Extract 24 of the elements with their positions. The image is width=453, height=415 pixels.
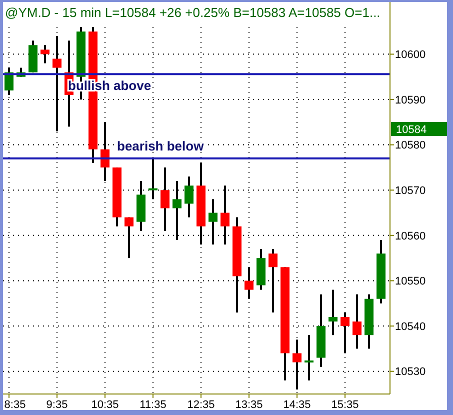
chart-title: @YM.D - 15 min L=10584 +26 +0.25% B=10583 A=10585 O=1... bbox=[5, 5, 380, 20]
x-tick-label: 8:35 bbox=[4, 399, 26, 411]
candlestick bbox=[304, 334, 314, 382]
x-tick-label: 9:35 bbox=[46, 399, 68, 411]
x-tick-label: 10:35 bbox=[91, 399, 119, 411]
y-tick-label: 10560 bbox=[395, 230, 426, 242]
y-tick-label: 10530 bbox=[395, 366, 426, 378]
y-tick-label: 10550 bbox=[395, 276, 426, 288]
candlestick bbox=[124, 216, 134, 260]
x-tick-label: 11:35 bbox=[140, 399, 166, 411]
x-tick-label: 12:35 bbox=[187, 399, 215, 411]
ref-line-label: bearish below bbox=[117, 138, 205, 154]
y-tick-label: 10570 bbox=[395, 184, 426, 197]
x-tick-label: 14:35 bbox=[283, 399, 311, 411]
x-tick-label: 13:35 bbox=[235, 399, 263, 411]
candlestick bbox=[328, 288, 338, 336]
candlestick bbox=[268, 248, 278, 314]
y-tick-label: 10600 bbox=[395, 49, 426, 62]
y-tick-label: 10540 bbox=[395, 320, 426, 333]
y-tick-label: 10580 bbox=[395, 140, 426, 152]
text: 10584 bbox=[396, 124, 427, 136]
x-tick-label: 15:35 bbox=[331, 399, 359, 411]
y-tick-label: 10590 bbox=[395, 94, 426, 106]
candlestick bbox=[208, 198, 218, 246]
